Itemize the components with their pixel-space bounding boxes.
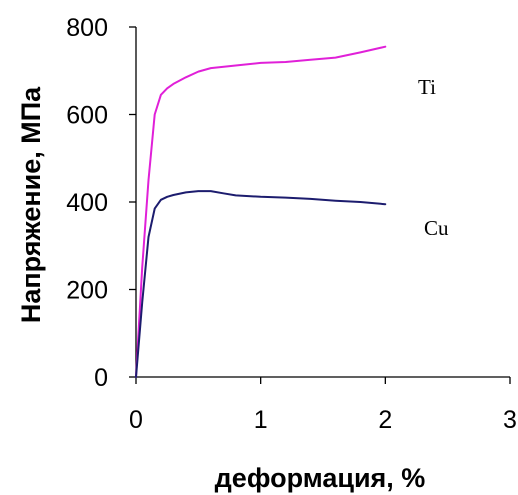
y-tick-label: 200 — [66, 277, 108, 305]
y-tick-label: 800 — [66, 14, 108, 42]
y-tick-label: 600 — [66, 102, 108, 130]
series-label-cu: Cu — [424, 216, 449, 240]
axes: 0 200 400 600 800 0 1 2 3 — [66, 14, 517, 434]
y-tick-label: 400 — [66, 189, 108, 217]
chart-labels: деформация, % Напряжение, МПа Ti Cu — [16, 75, 449, 493]
x-axis-title: деформация, % — [215, 463, 426, 493]
x-tick-label: 1 — [254, 406, 268, 434]
series-line-ti — [135, 45, 387, 378]
series-lines — [135, 45, 387, 378]
x-tick-label: 2 — [378, 406, 392, 434]
x-tick-label: 3 — [503, 406, 517, 434]
y-tick-label: 0 — [94, 364, 108, 392]
series-line-cu — [135, 190, 387, 378]
y-axis-title: Напряжение, МПа — [16, 86, 46, 323]
series-label-ti: Ti — [418, 75, 436, 99]
x-tick-label: 0 — [129, 406, 143, 434]
